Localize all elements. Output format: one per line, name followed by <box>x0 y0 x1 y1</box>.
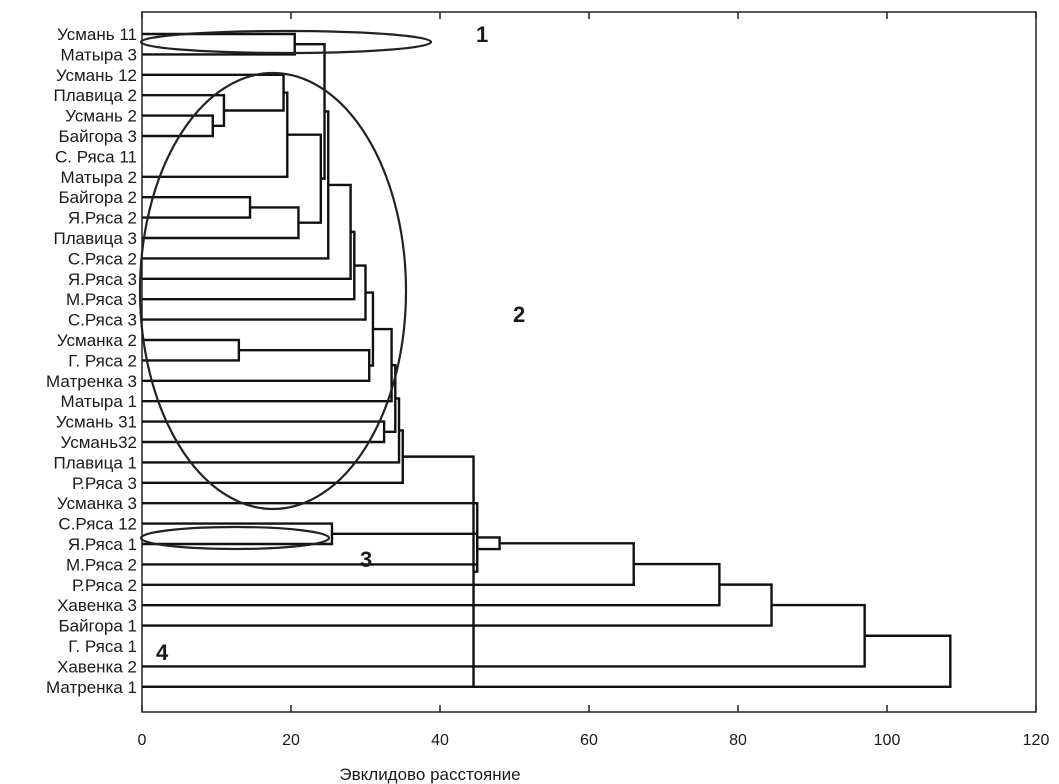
x-tick-label: 0 <box>138 732 147 749</box>
cluster-annotations: 1 2 3 4 <box>156 22 525 665</box>
cluster-number-label: 1 <box>476 22 488 47</box>
leaf-label: Я.Ряса 3 <box>68 270 137 289</box>
dendrogram-link <box>142 634 952 688</box>
dendrogram-branches <box>142 32 952 688</box>
leaf-label: Плавица 1 <box>54 453 138 472</box>
x-axis-ticks: 0 20 40 60 80 100 120 <box>138 12 1050 749</box>
leaf-label: Я.Ряса 2 <box>68 209 137 228</box>
dendrogram-link <box>142 196 252 219</box>
leaf-label: Р.Ряса 2 <box>72 576 137 595</box>
dendrogram-link <box>142 349 371 382</box>
cluster-3-ellipse <box>139 525 331 551</box>
leaf-label: Г. Ряса 1 <box>68 637 137 656</box>
leaf-label: Матренка 1 <box>46 678 137 697</box>
dendrogram-link <box>142 114 214 138</box>
dendrogram-link <box>142 603 866 668</box>
leaf-label: С. Ряса 11 <box>55 147 137 166</box>
leaf-label: С.Ряса 2 <box>68 249 137 268</box>
leaf-label: Плавица 2 <box>54 86 138 105</box>
leaf-label: М.Ряса 2 <box>66 555 137 574</box>
x-tick-label: 100 <box>874 732 901 749</box>
dendrogram-link <box>402 455 475 688</box>
dendrogram-link <box>477 536 501 551</box>
leaf-label: Усмань 2 <box>65 107 137 126</box>
dendrogram-link <box>142 429 404 484</box>
leaf-label: Байгора 1 <box>59 617 137 636</box>
cluster-number-label: 4 <box>156 640 169 665</box>
dendrogram-link <box>142 206 300 240</box>
leaf-label: М.Ряса 3 <box>66 290 137 309</box>
leaf-label: Я.Ряса 1 <box>68 535 137 554</box>
leaf-label: Усманка 2 <box>57 331 137 350</box>
dendrogram-link <box>142 532 479 566</box>
x-tick-label: 60 <box>580 732 598 749</box>
x-axis-title: Эвклидово расстояние <box>339 765 520 784</box>
dendrogram-link <box>142 264 367 321</box>
leaf-label: Усмань32 <box>61 433 137 452</box>
dendrogram-link <box>142 230 356 301</box>
cluster-ellipses <box>138 29 433 551</box>
x-tick-label: 80 <box>729 732 747 749</box>
dendrogram-link <box>287 133 322 224</box>
leaf-label: С.Ряса 3 <box>68 311 137 330</box>
cluster-number-label: 3 <box>360 547 372 572</box>
cluster-number-label: 2 <box>513 302 525 327</box>
leaf-label: Байгора 3 <box>59 127 137 146</box>
leaf-label: Усманка 3 <box>57 494 137 513</box>
dendrogram-link <box>142 73 285 112</box>
plot-frame <box>141 11 1037 713</box>
cluster-2-ellipse <box>138 71 408 511</box>
dendrogram-link <box>142 338 241 362</box>
leaf-label: Усмань 31 <box>56 413 137 432</box>
leaf-label: Г. Ряса 2 <box>68 351 137 370</box>
leaf-label: Матыра 1 <box>60 392 137 411</box>
leaf-label: Усмань 12 <box>56 66 137 85</box>
dendrogram-link <box>142 183 352 280</box>
leaf-label: Р.Ряса 3 <box>72 474 137 493</box>
leaf-label: Матренка 3 <box>46 372 137 391</box>
dendrogram-link <box>142 110 330 260</box>
dendrogram-link <box>142 420 386 444</box>
leaf-label: Хавенка 2 <box>57 657 137 676</box>
leaf-label: Плавица 3 <box>54 229 138 248</box>
x-tick-label: 120 <box>1023 732 1050 749</box>
leaf-label: Хавенка 3 <box>57 596 137 615</box>
leaf-label: С.Ряса 12 <box>58 515 137 534</box>
dendrogram-link <box>142 397 401 464</box>
x-tick-label: 40 <box>431 732 449 749</box>
dendrogram-link <box>142 502 479 573</box>
x-tick-label: 20 <box>282 732 300 749</box>
leaf-label: Усмань 11 <box>57 25 137 44</box>
leaf-label: Байгора 2 <box>59 188 137 207</box>
leaf-label: Матыра 2 <box>60 168 137 187</box>
leaf-label: Матыра 3 <box>60 45 137 64</box>
cluster-1-ellipse <box>139 29 433 55</box>
